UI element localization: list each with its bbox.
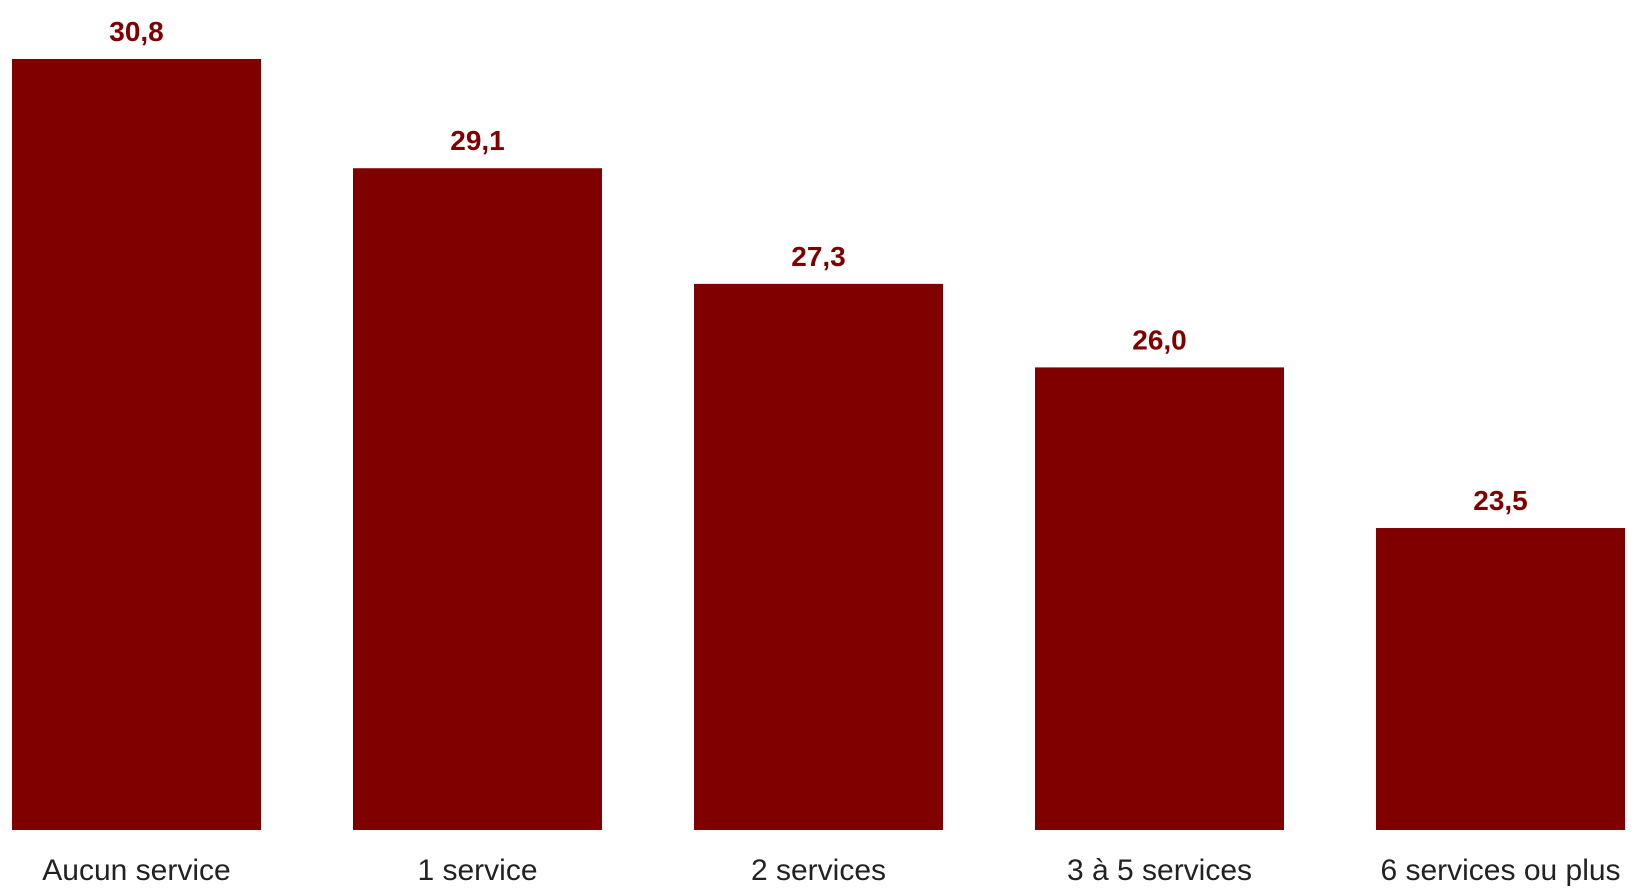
value-label-3: 27,3 xyxy=(791,241,846,272)
category-label-2: 1 service xyxy=(417,854,537,887)
category-labels-group: Aucun service 1 service 2 services 3 à 5 se… xyxy=(42,854,1620,887)
bar-4 xyxy=(1035,367,1284,830)
category-label-5: 6 services ou plus xyxy=(1380,854,1620,887)
category-label-1: Aucun service xyxy=(42,854,230,887)
value-label-1: 30,8 xyxy=(109,16,164,47)
value-label-5: 23,5 xyxy=(1473,485,1528,516)
value-label-4: 26,0 xyxy=(1132,324,1187,355)
bar-3 xyxy=(694,283,943,830)
bar-2 xyxy=(353,168,602,831)
bars-group xyxy=(12,59,1625,831)
category-label-3: 2 services xyxy=(751,854,886,887)
category-label-4: 3 à 5 services xyxy=(1067,854,1252,887)
bar-1 xyxy=(12,59,261,830)
value-labels-group: 30,8 29,1 27,3 26,0 23,5 xyxy=(109,16,1528,516)
bar-5 xyxy=(1376,528,1625,830)
value-label-2: 29,1 xyxy=(450,125,505,156)
